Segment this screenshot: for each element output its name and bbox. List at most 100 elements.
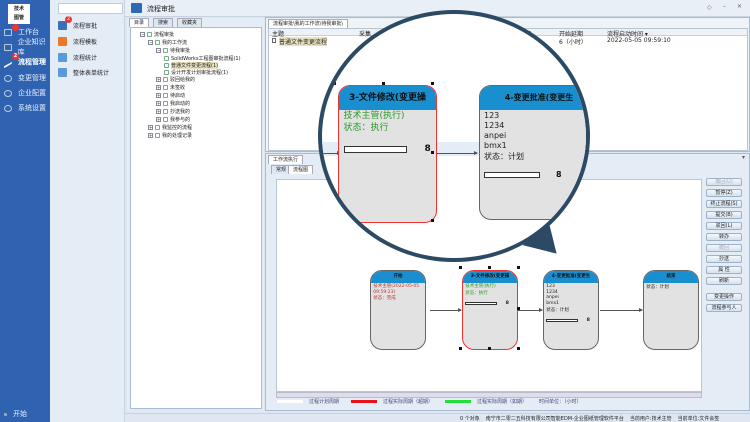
expand-toggle-icon[interactable]: − xyxy=(148,40,153,45)
search-input[interactable] xyxy=(58,3,123,14)
flow-node[interactable]: 3-文件修改(变更操 技术主管(执行) 状态：执行 8 xyxy=(338,85,437,223)
action-button[interactable]: 抄送 xyxy=(706,255,742,263)
restore-icon[interactable]: ◇ xyxy=(707,4,712,11)
action-button[interactable]: 转办 xyxy=(706,233,742,241)
sub-item-form-stats[interactable]: 整体表单统计 xyxy=(58,66,109,78)
selection-handle[interactable] xyxy=(488,347,491,350)
sub-item-approval[interactable]: 流程审批 2 xyxy=(58,16,97,31)
expand-toggle-icon[interactable]: + xyxy=(156,117,161,122)
tree-item-label-selected: 普通文件变更流程(1) xyxy=(171,62,219,69)
selection-handle[interactable] xyxy=(488,266,491,269)
progress-value: 8 xyxy=(505,300,509,306)
tree-item[interactable]: + 我参与的 xyxy=(156,116,190,123)
selection-handle[interactable] xyxy=(517,347,520,350)
monitor-icon xyxy=(4,28,12,36)
nav-item-change[interactable]: 变更管理 xyxy=(4,71,46,85)
action-button[interactable]: 撤回 xyxy=(706,244,742,252)
tab-search[interactable]: 搜索 xyxy=(153,18,174,27)
table-row[interactable]: 普通文件变更流程 6（小时） 2022-05-05 09:59:10 xyxy=(269,37,747,46)
nav-item-knowledge[interactable]: 企业知识库 xyxy=(4,38,50,56)
column-header[interactable]: 开始延期 xyxy=(559,31,584,38)
flow-node[interactable]: 结束 状态：计划 xyxy=(643,270,699,350)
flow-node[interactable]: 3-文件修改(变更操 技术主管(执行) 状态：执行 8 xyxy=(462,270,518,350)
tab-flowchart[interactable]: 流程图 xyxy=(288,165,314,174)
selection-handle[interactable] xyxy=(333,82,336,85)
selection-handle[interactable] xyxy=(459,266,462,269)
expand-toggle-icon[interactable]: + xyxy=(156,101,161,106)
expand-toggle-icon[interactable]: + xyxy=(156,77,161,82)
action-button[interactable]: 流程参与人 xyxy=(706,304,742,312)
tab-directory[interactable]: 目录 xyxy=(129,18,150,27)
action-button[interactable]: 提交(B) xyxy=(706,211,742,219)
selection-handle[interactable] xyxy=(459,347,462,350)
folder-icon xyxy=(164,70,169,75)
tree-item-label: SolidWorks工程图审批流程(1) xyxy=(171,56,241,62)
selection-handle[interactable] xyxy=(431,151,434,154)
column-header[interactable]: 采集 xyxy=(359,31,372,38)
nav-item-workflow[interactable]: 流程管理 2 xyxy=(4,53,46,69)
progress-bar xyxy=(484,171,540,179)
flow-node-title: 结束 xyxy=(644,271,698,283)
refresh-icon xyxy=(4,74,12,82)
selection-handle[interactable] xyxy=(382,82,385,85)
tree-item[interactable]: SolidWorks工程图审批流程(1) xyxy=(164,55,241,62)
tree-item[interactable]: + 未签收 xyxy=(156,84,185,91)
tree-item[interactable]: + 我监控的流程 xyxy=(148,124,192,131)
horizontal-scrollbar[interactable] xyxy=(276,392,702,398)
action-button[interactable]: 驳回(L) xyxy=(706,222,742,230)
action-button[interactable]: 刷新 xyxy=(706,277,742,285)
expand-toggle-icon[interactable]: − xyxy=(140,32,145,37)
status-items: 0 个对象 南宁市二零二五科技有限公司智能EDM-企业图纸管理软件平台 当前用户… xyxy=(460,415,719,422)
expand-toggle-icon[interactable]: + xyxy=(156,109,161,114)
selection-handle[interactable] xyxy=(431,82,434,85)
flow-node[interactable]: 开始 技术主管(2022-05-05 09:59:23) 状态：完成 xyxy=(370,270,426,350)
expand-toggle-icon[interactable]: + xyxy=(148,133,153,138)
flow-node-status: 状态：执行 xyxy=(343,123,389,134)
expand-toggle-icon[interactable]: + xyxy=(156,85,161,90)
sub-item-stats[interactable]: 流程统计 xyxy=(58,51,97,63)
tab-path[interactable]: 流程审批\我的工作流\待我审批\ xyxy=(268,19,349,28)
tree-item[interactable]: + 我启动的 xyxy=(156,100,190,107)
selection-handle[interactable] xyxy=(431,219,434,222)
start-button[interactable]: 开始 xyxy=(4,407,27,421)
expand-toggle-icon[interactable]: + xyxy=(156,93,161,98)
tree-item[interactable]: + 待启动 xyxy=(156,92,185,99)
flow-node-body: 状态：计划 xyxy=(644,283,698,292)
column-header[interactable]: 流程启动时间 ▾ xyxy=(607,31,648,38)
flow-node[interactable]: 4-变更批准(变更生 123 1234 anpei bmx1 状态：计划 8 xyxy=(543,270,599,350)
selection-handle[interactable] xyxy=(333,219,336,222)
collapse-icon[interactable]: ▾ xyxy=(741,154,745,161)
nav-item-settings[interactable]: 系统设置 xyxy=(4,101,46,115)
minimize-icon[interactable]: – xyxy=(723,3,726,10)
flow-node-title: 开始 xyxy=(371,271,425,283)
tree-item[interactable]: + 驳回给我的 xyxy=(156,76,195,83)
selection-handle[interactable] xyxy=(517,266,520,269)
selection-handle[interactable] xyxy=(517,307,520,310)
nav-item-config[interactable]: 企业配置 xyxy=(4,86,46,100)
tree-item[interactable]: + 抄送我的 xyxy=(156,108,190,115)
action-button[interactable]: 变更操作 xyxy=(706,293,742,301)
flow-arrow xyxy=(430,308,462,312)
legend-swatch-plan xyxy=(277,399,303,403)
flow-node-body: 123 1234 anpei bmx1 状态：计划 8 xyxy=(544,283,598,324)
tree-item[interactable]: + 我的处理记录 xyxy=(148,132,192,139)
tree-item[interactable]: − 待我审批 xyxy=(156,47,190,54)
flow-node[interactable]: 4-变更批准(变更生 123 1234 anpei bmx1 状态：计划 8 xyxy=(479,85,586,220)
tree-item[interactable]: − 流程审批 xyxy=(140,31,174,38)
status-bar: 0 个对象 南宁市二零二五科技有限公司智能EDM-企业图纸管理软件平台 当前用户… xyxy=(125,413,750,422)
tree-item[interactable]: 设计开发计划审批流程(1) xyxy=(164,69,228,76)
tab-favorites[interactable]: 收藏夹 xyxy=(177,18,203,27)
tree-item[interactable]: − 我的工作流 xyxy=(148,39,187,46)
action-button[interactable]: 撤回(U) xyxy=(706,178,742,186)
sub-item-template[interactable]: 流程模板 xyxy=(58,35,97,47)
flow-node-title: 4-变更批准(变更生 xyxy=(544,271,598,283)
nav-item-workbench[interactable]: 工作台 xyxy=(4,24,39,39)
action-button[interactable]: 暂停(Z) xyxy=(706,189,742,197)
expand-toggle-icon[interactable]: + xyxy=(148,125,153,130)
action-button[interactable]: 属 性 xyxy=(706,266,742,274)
column-header[interactable]: 主题 xyxy=(272,31,285,38)
tree-item[interactable]: 普通文件变更流程(1) xyxy=(164,62,219,69)
action-button[interactable]: 终止流程(S) xyxy=(706,200,742,208)
close-icon[interactable]: ✕ xyxy=(737,3,743,10)
expand-toggle-icon[interactable]: − xyxy=(156,48,161,53)
